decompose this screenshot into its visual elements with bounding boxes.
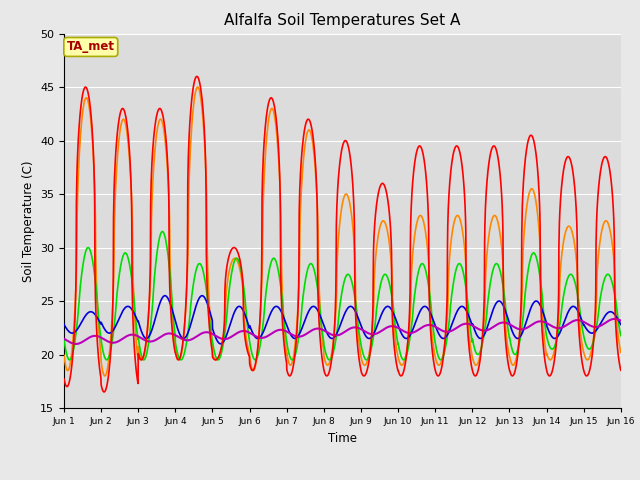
- Title: Alfalfa Soil Temperatures Set A: Alfalfa Soil Temperatures Set A: [224, 13, 461, 28]
- Y-axis label: Soil Temperature (C): Soil Temperature (C): [22, 160, 35, 282]
- Text: TA_met: TA_met: [67, 40, 115, 53]
- X-axis label: Time: Time: [328, 432, 357, 444]
- Legend: -2cm, -4cm, -8cm, -16cm, -32cm: -2cm, -4cm, -8cm, -16cm, -32cm: [162, 477, 523, 480]
